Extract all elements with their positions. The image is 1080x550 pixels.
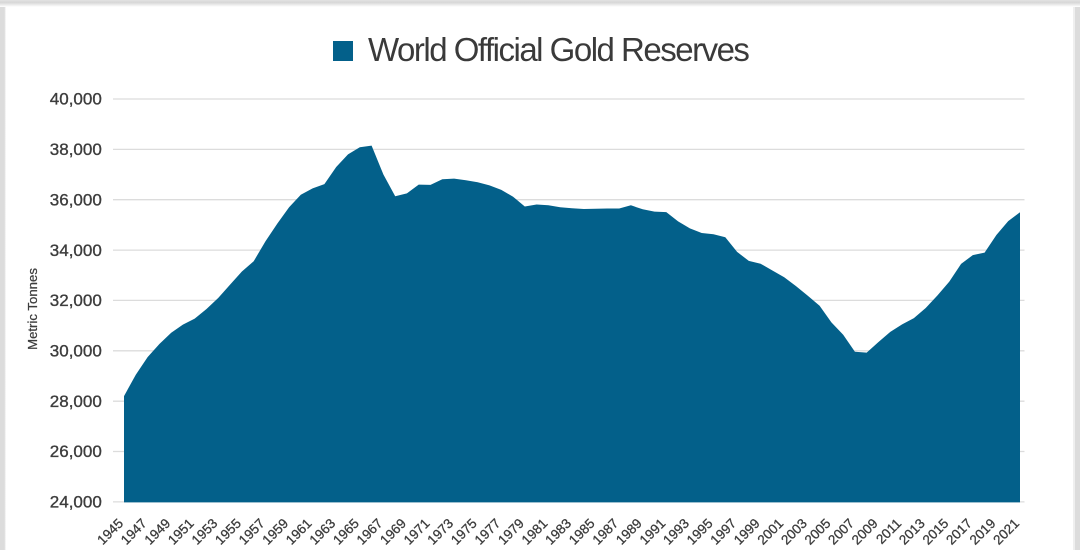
svg-text:1971: 1971 bbox=[401, 516, 433, 548]
svg-text:2007: 2007 bbox=[825, 516, 857, 548]
svg-text:28,000: 28,000 bbox=[50, 392, 102, 411]
svg-text:38,000: 38,000 bbox=[50, 140, 102, 159]
svg-text:1995: 1995 bbox=[684, 516, 716, 548]
svg-text:1975: 1975 bbox=[448, 516, 480, 548]
svg-text:1985: 1985 bbox=[566, 516, 598, 548]
svg-text:2021: 2021 bbox=[990, 516, 1022, 548]
svg-text:1965: 1965 bbox=[330, 516, 362, 548]
svg-text:2011: 2011 bbox=[873, 516, 904, 547]
svg-text:1963: 1963 bbox=[306, 516, 338, 548]
svg-text:1977: 1977 bbox=[472, 516, 504, 548]
svg-text:1955: 1955 bbox=[212, 516, 244, 548]
svg-text:2015: 2015 bbox=[920, 516, 952, 548]
svg-text:2013: 2013 bbox=[896, 516, 928, 548]
svg-text:1987: 1987 bbox=[589, 516, 621, 548]
svg-text:24,000: 24,000 bbox=[50, 493, 102, 512]
svg-text:1967: 1967 bbox=[354, 516, 386, 548]
svg-text:1947: 1947 bbox=[118, 516, 150, 548]
svg-text:1953: 1953 bbox=[189, 516, 221, 548]
svg-text:1983: 1983 bbox=[542, 516, 574, 548]
svg-text:30,000: 30,000 bbox=[50, 342, 102, 361]
svg-text:1969: 1969 bbox=[377, 516, 409, 548]
svg-text:1979: 1979 bbox=[495, 516, 527, 548]
svg-text:1959: 1959 bbox=[259, 516, 291, 548]
svg-text:2019: 2019 bbox=[967, 516, 999, 548]
svg-text:34,000: 34,000 bbox=[50, 241, 102, 260]
svg-text:1949: 1949 bbox=[141, 516, 173, 548]
svg-text:2009: 2009 bbox=[849, 516, 881, 548]
svg-text:36,000: 36,000 bbox=[50, 190, 102, 209]
svg-text:1957: 1957 bbox=[236, 516, 268, 548]
svg-text:32,000: 32,000 bbox=[50, 291, 102, 310]
svg-text:1945: 1945 bbox=[94, 516, 126, 548]
svg-text:1991: 1991 bbox=[637, 516, 669, 548]
svg-text:1989: 1989 bbox=[613, 516, 645, 548]
svg-text:40,000: 40,000 bbox=[50, 90, 102, 109]
svg-text:1961: 1961 bbox=[283, 516, 315, 548]
svg-text:2001: 2001 bbox=[754, 516, 786, 548]
svg-text:2005: 2005 bbox=[802, 516, 834, 548]
svg-text:1999: 1999 bbox=[731, 516, 763, 548]
svg-text:Metric Tonnes: Metric Tonnes bbox=[25, 268, 40, 350]
svg-text:2017: 2017 bbox=[943, 516, 975, 548]
svg-text:1951: 1951 bbox=[165, 516, 197, 548]
svg-text:1997: 1997 bbox=[707, 516, 739, 548]
svg-text:1981: 1981 bbox=[519, 516, 551, 548]
svg-text:2003: 2003 bbox=[778, 516, 810, 548]
svg-text:1993: 1993 bbox=[660, 516, 692, 548]
svg-text:26,000: 26,000 bbox=[50, 442, 102, 461]
svg-text:1973: 1973 bbox=[424, 516, 456, 548]
